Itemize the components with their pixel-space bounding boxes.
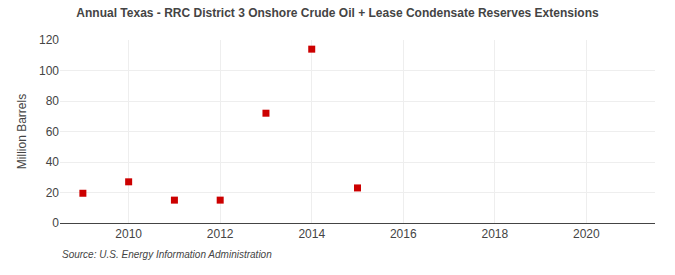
svg-text:2014: 2014 — [298, 227, 325, 241]
svg-text:Source: U.S. Energy Informatio: Source: U.S. Energy Information Administ… — [62, 249, 272, 260]
svg-text:20: 20 — [46, 186, 60, 200]
svg-text:Annual Texas - RRC District 3: Annual Texas - RRC District 3 Onshore Cr… — [76, 6, 599, 20]
svg-text:60: 60 — [46, 125, 60, 139]
svg-text:2010: 2010 — [115, 227, 142, 241]
svg-text:2016: 2016 — [390, 227, 417, 241]
svg-text:Million Barrels: Million Barrels — [15, 94, 29, 169]
svg-text:2012: 2012 — [207, 227, 234, 241]
svg-text:0: 0 — [52, 216, 59, 230]
svg-text:80: 80 — [46, 94, 60, 108]
svg-text:2018: 2018 — [481, 227, 508, 241]
svg-text:100: 100 — [39, 64, 59, 78]
svg-text:120: 120 — [39, 33, 59, 47]
svg-text:40: 40 — [46, 155, 60, 169]
svg-text:2020: 2020 — [573, 227, 600, 241]
